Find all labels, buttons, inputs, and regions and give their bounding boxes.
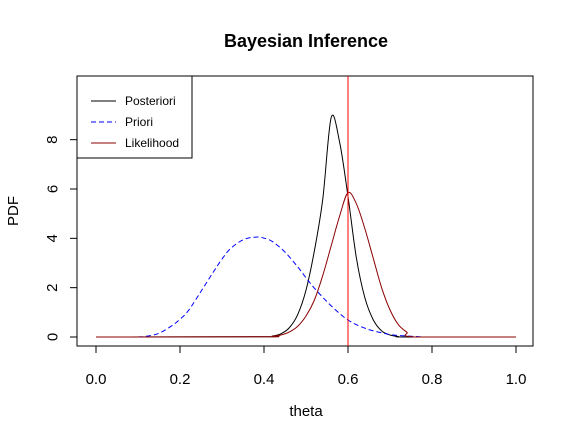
- x-tick-label: 0.0: [86, 371, 107, 388]
- x-ticks: 0.0 0.2 0.4 0.6 0.8 1.0: [86, 346, 527, 388]
- legend: Posteriori Priori Likelihood: [77, 76, 192, 158]
- legend-label-priori: Priori: [125, 115, 153, 129]
- y-tick-label: 2: [44, 283, 61, 291]
- x-axis: 0.0 0.2 0.4 0.6 0.8 1.0: [86, 346, 527, 388]
- y-axis: 0 2 4 6 8: [44, 135, 77, 341]
- x-tick-label: 1.0: [506, 371, 527, 388]
- x-tick-label: 0.2: [170, 371, 191, 388]
- y-tick-label: 4: [44, 234, 61, 242]
- x-axis-label: theta: [289, 403, 323, 420]
- y-axis-label: PDF: [5, 196, 22, 226]
- x-tick-label: 0.8: [422, 371, 443, 388]
- x-tick-label: 0.6: [338, 371, 359, 388]
- legend-label-posteriori: Posteriori: [125, 94, 176, 108]
- series-line-priori: [138, 237, 424, 337]
- chart-title: Bayesian Inference: [224, 31, 388, 51]
- y-ticks: 0 2 4 6 8: [44, 135, 77, 341]
- legend-label-likelihood: Likelihood: [125, 136, 179, 150]
- x-tick-label: 0.4: [254, 371, 275, 388]
- y-tick-label: 8: [44, 135, 61, 143]
- series-line-likelihood: [96, 192, 516, 337]
- y-tick-label: 0: [44, 333, 61, 341]
- y-tick-label: 6: [44, 185, 61, 193]
